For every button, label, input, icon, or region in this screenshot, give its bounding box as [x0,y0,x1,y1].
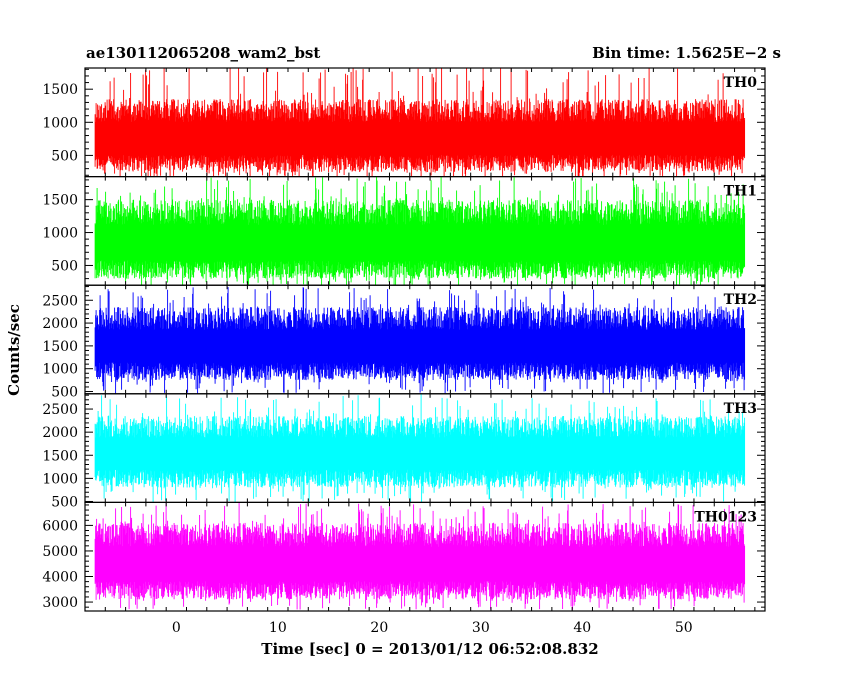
y-tick-label: 1000 [42,226,78,242]
y-tick-label: 2000 [42,425,78,441]
panel-label-th2: TH2 [724,292,757,308]
x-tick-label: 50 [675,620,693,636]
y-tick-label: 1500 [42,82,78,98]
y-tick-label: 1500 [42,193,78,209]
panel-label-th0123: TH0123 [694,509,757,525]
y-tick-label: 6000 [42,518,78,534]
series-th2 [94,287,746,394]
y-tick-label: 3000 [42,595,78,611]
y-tick-label: 1000 [42,115,78,131]
y-tick-label: 2000 [42,316,78,332]
x-tick-label: 30 [472,620,490,636]
series-th3 [94,394,746,503]
y-tick-label: 500 [51,258,78,274]
y-tick-label: 500 [51,385,78,401]
y-axis-label-container: Counts/sec [4,250,24,450]
x-axis-label: Time [sec] 0 = 2013/01/12 06:52:08.832 [261,640,599,658]
y-tick-label: 1500 [42,339,78,355]
y-tick-label: 1000 [42,362,78,378]
panel-label-th3: TH3 [724,401,757,417]
panel-label-th1: TH1 [724,184,757,200]
series-th1 [94,176,746,286]
y-tick-label: 4000 [42,570,78,586]
y-tick-label: 1000 [42,471,78,487]
chart-title-right: Bin time: 1.5625E−2 s [592,44,781,62]
y-axis-label: Counts/sec [5,304,23,396]
chart-title-left: ae130112065208_wam2_bst [86,44,321,62]
panel-frame-th0123 [84,501,766,612]
x-tick-label: 20 [370,620,388,636]
panel-label-th0: TH0 [724,75,758,91]
y-tick-label: 500 [51,494,78,510]
y-tick-label: 5000 [42,544,78,560]
series-th0 [94,68,746,177]
y-tick-label: 1500 [42,448,78,464]
x-tick-label: 0 [172,620,181,636]
series-th0123 [94,502,746,610]
y-tick-label: 500 [51,148,78,164]
y-tick-label: 2500 [42,402,78,418]
x-tick-label: 10 [269,620,287,636]
y-tick-label: 2500 [42,293,78,309]
x-tick-label: 40 [573,620,591,636]
